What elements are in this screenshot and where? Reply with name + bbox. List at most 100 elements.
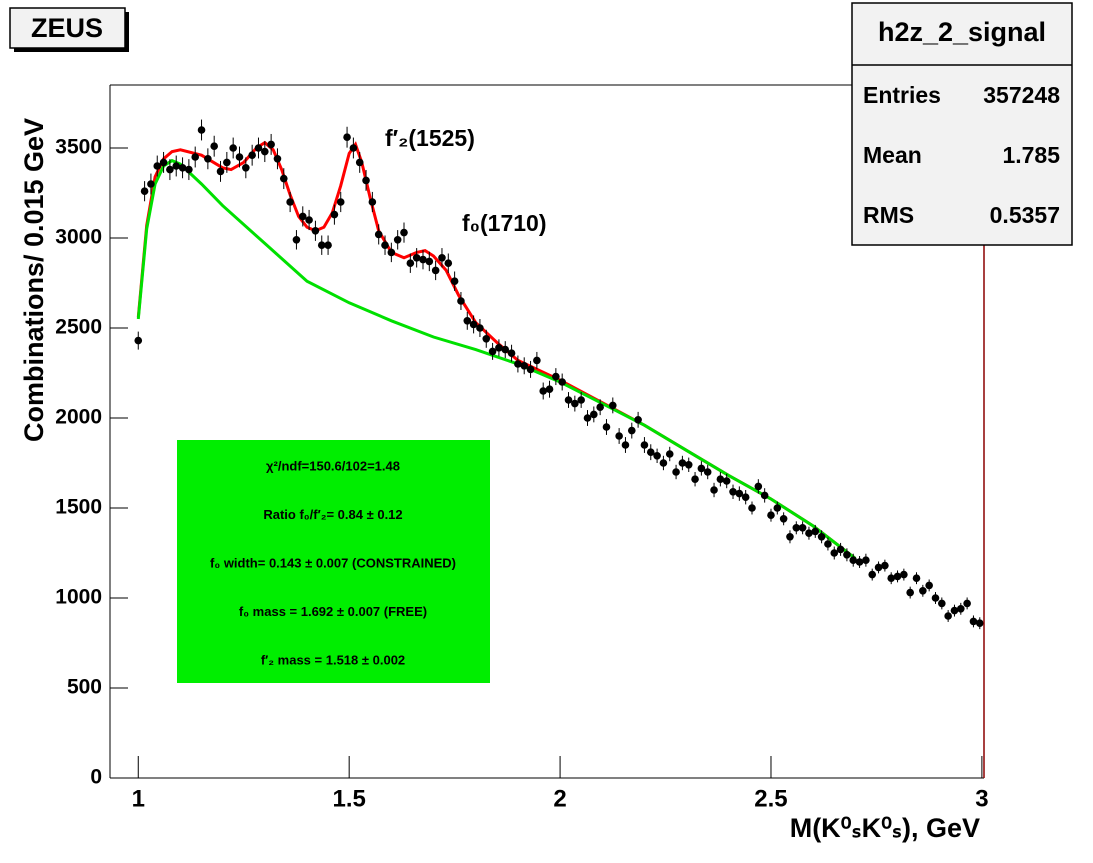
stats-key: Entries <box>863 82 941 108</box>
data-point <box>729 488 737 496</box>
data-point <box>153 162 162 170</box>
data-point <box>919 587 927 595</box>
data-point <box>659 459 668 467</box>
data-point <box>482 335 491 343</box>
data-point <box>159 158 168 167</box>
data-point <box>881 561 889 570</box>
data-point <box>286 198 294 206</box>
stats-key: RMS <box>863 202 914 228</box>
data-point <box>596 403 604 412</box>
data-point <box>653 452 661 460</box>
stats-box <box>851 2 1073 246</box>
y-tick-label: 1500 <box>55 496 102 519</box>
data-point <box>887 574 896 582</box>
data-point <box>558 378 566 386</box>
x-tick-label: 2 <box>553 785 566 812</box>
data-point <box>419 255 427 264</box>
data-point <box>691 475 699 484</box>
data-point <box>261 147 269 156</box>
data-point <box>824 540 832 548</box>
data-point <box>741 493 750 502</box>
data-point <box>779 515 788 523</box>
data-point <box>830 549 839 557</box>
y-axis-label: Combinations/ 0.015 GeV <box>19 118 49 442</box>
data-point <box>343 133 351 141</box>
data-point <box>336 198 345 206</box>
data-point <box>140 187 149 195</box>
data-point <box>324 241 332 249</box>
data-point <box>760 491 769 500</box>
data-point <box>501 345 510 354</box>
data-point <box>292 236 301 244</box>
fit-box-line: f₀ mass = 1.692 ± 0.007 (FREE) <box>239 604 427 619</box>
data-point <box>621 441 630 449</box>
y-tick-label: 3500 <box>55 136 102 159</box>
data-point <box>754 482 763 491</box>
y-tick-label: 2000 <box>55 406 102 429</box>
data-point <box>906 588 914 597</box>
data-point <box>665 450 674 458</box>
experiment-label: ZEUS <box>31 13 103 43</box>
data-point <box>374 230 383 239</box>
data-point <box>710 486 718 494</box>
data-point <box>178 164 187 172</box>
data-point <box>615 432 623 440</box>
data-point <box>590 410 598 419</box>
data-point <box>229 144 237 152</box>
data-point <box>204 155 212 163</box>
data-point <box>191 153 200 161</box>
data-point <box>469 320 478 329</box>
data-point <box>634 416 642 424</box>
data-point <box>564 396 573 404</box>
data-point <box>235 153 244 161</box>
data-point <box>457 297 465 305</box>
data-point <box>836 545 845 554</box>
data-point <box>868 570 877 579</box>
y-tick-label: 500 <box>67 676 102 699</box>
data-point <box>931 594 940 602</box>
data-point <box>963 599 971 608</box>
data-point <box>552 372 560 381</box>
stats-value: 0.5357 <box>990 202 1060 228</box>
peak-annotation: f₀(1710) <box>462 210 547 236</box>
data-point <box>488 347 497 356</box>
data-point <box>387 248 396 257</box>
peak-annotation: f′₂(1525) <box>385 125 475 151</box>
x-tick-label: 3 <box>975 785 988 812</box>
data-point <box>577 396 585 404</box>
data-point <box>412 253 421 262</box>
y-tick-label: 0 <box>90 766 102 789</box>
x-tick-label: 1.5 <box>332 785 365 812</box>
fit-box-line: Ratio f₀/f′₂= 0.84 ± 0.12 <box>263 507 402 522</box>
data-point <box>216 167 225 176</box>
data-point <box>893 572 902 581</box>
fit-box-line: f₀ width= 0.143 ± 0.007 (CONSTRAINED) <box>210 555 456 570</box>
data-point <box>210 142 218 150</box>
data-point <box>767 511 775 519</box>
data-point <box>349 144 358 152</box>
data-point <box>735 489 744 498</box>
data-point <box>602 423 611 431</box>
fit-box-line: χ²/ndf=150.6/102=1.48 <box>266 458 400 473</box>
data-point <box>773 504 782 512</box>
data-point <box>678 459 687 467</box>
data-point <box>507 349 516 358</box>
data-point <box>381 241 389 249</box>
x-tick-label: 1 <box>132 785 145 812</box>
data-point <box>855 558 864 566</box>
data-point <box>805 529 813 537</box>
data-point <box>242 164 250 172</box>
data-point <box>463 317 472 325</box>
data-point <box>748 504 756 512</box>
data-point <box>627 426 636 435</box>
data-point <box>969 617 978 626</box>
data-point <box>254 144 263 152</box>
data-point <box>798 524 807 532</box>
data-point <box>476 324 484 332</box>
data-point <box>925 581 933 590</box>
data-point <box>646 448 655 457</box>
x-tick-label: 2.5 <box>754 785 787 812</box>
y-tick-label: 2500 <box>55 316 102 339</box>
data-point <box>571 399 579 408</box>
